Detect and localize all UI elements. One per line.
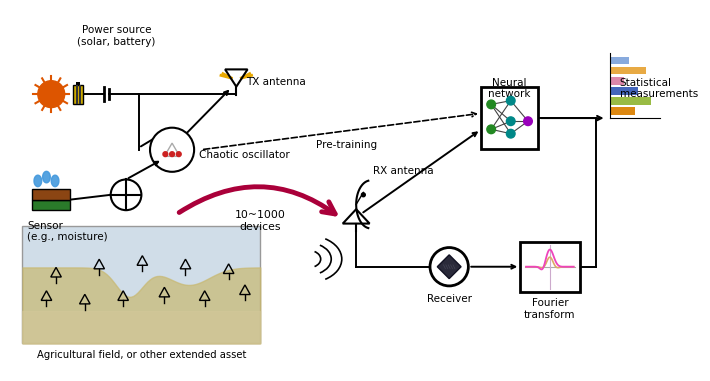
- Bar: [611, 107, 635, 115]
- Circle shape: [150, 128, 194, 172]
- Bar: [73, 85, 83, 104]
- Bar: [611, 87, 638, 94]
- Text: TX antenna: TX antenna: [246, 77, 305, 86]
- Text: Neural
network: Neural network: [488, 78, 531, 99]
- Bar: [611, 77, 624, 85]
- Text: 10~1000
devices: 10~1000 devices: [235, 210, 285, 232]
- Bar: [481, 87, 538, 149]
- Bar: [520, 242, 579, 292]
- Bar: [611, 67, 646, 74]
- Bar: [76, 85, 77, 104]
- Bar: [32, 200, 70, 210]
- Text: Power source
(solar, battery): Power source (solar, battery): [77, 25, 155, 47]
- Text: Receiver: Receiver: [427, 294, 471, 304]
- Circle shape: [38, 81, 65, 107]
- Circle shape: [170, 152, 175, 157]
- Circle shape: [361, 193, 365, 197]
- Text: Pre-training: Pre-training: [316, 140, 377, 150]
- Polygon shape: [51, 175, 59, 187]
- Circle shape: [487, 125, 496, 134]
- Text: Statistical
measurements: Statistical measurements: [620, 78, 698, 99]
- Bar: [611, 97, 651, 104]
- Polygon shape: [437, 255, 461, 279]
- Polygon shape: [43, 171, 50, 183]
- Bar: [611, 57, 629, 64]
- Circle shape: [487, 100, 496, 109]
- Circle shape: [430, 248, 469, 286]
- Text: RX antenna: RX antenna: [373, 166, 434, 176]
- Bar: [76, 82, 80, 85]
- Circle shape: [506, 130, 515, 138]
- Text: Fourier
transform: Fourier transform: [524, 298, 576, 320]
- Circle shape: [111, 179, 141, 210]
- Polygon shape: [34, 175, 42, 187]
- Bar: [32, 189, 70, 200]
- Bar: [23, 226, 261, 343]
- Text: Agricultural field, or other extended asset: Agricultural field, or other extended as…: [37, 350, 246, 360]
- Circle shape: [524, 117, 532, 125]
- Circle shape: [176, 152, 181, 157]
- Text: Chaotic oscillator: Chaotic oscillator: [199, 149, 290, 160]
- Circle shape: [506, 96, 515, 105]
- Text: Sensor
(e.g., moisture): Sensor (e.g., moisture): [27, 221, 108, 242]
- Circle shape: [506, 117, 515, 125]
- Bar: [79, 85, 81, 104]
- Circle shape: [163, 152, 168, 157]
